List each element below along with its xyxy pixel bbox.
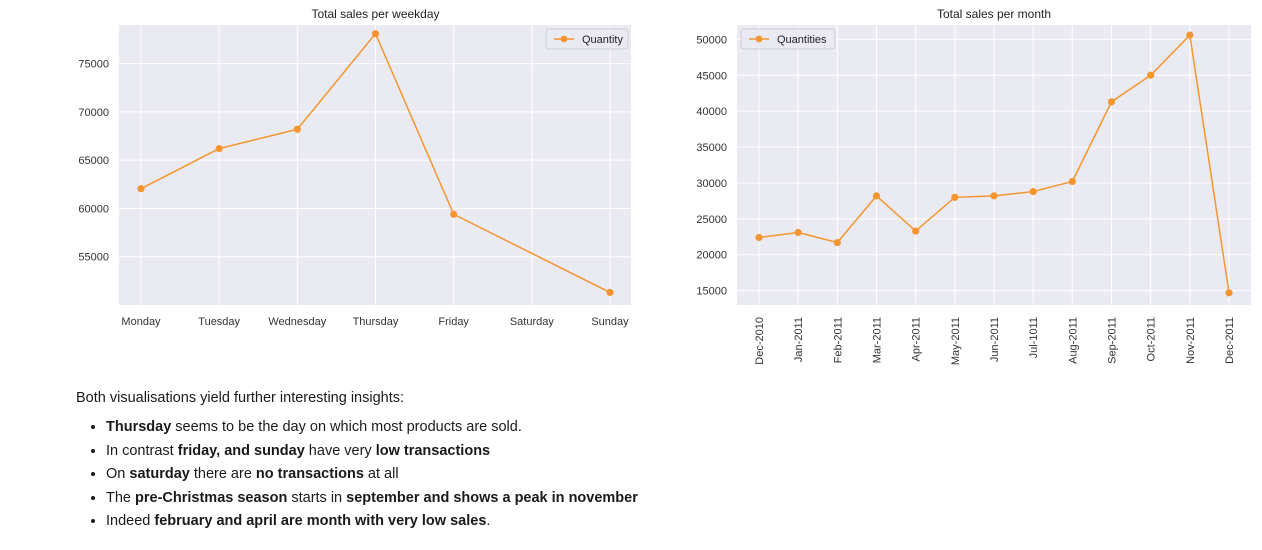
insight-bullet: The pre-Christmas season starts in septe… — [106, 488, 1176, 508]
chart-title: Total sales per weekday — [311, 7, 439, 21]
x-tick-label: Nov-2011 — [1185, 317, 1197, 364]
y-tick-label: 45000 — [696, 70, 727, 82]
y-tick-label: 70000 — [78, 107, 109, 119]
x-tick-label: Oct-2011 — [1146, 317, 1158, 361]
legend: Quantity — [545, 28, 629, 50]
insight-bullet: In contrast friday, and sunday have very… — [106, 441, 1176, 461]
text-run: In contrast — [106, 442, 178, 459]
y-tick-label: 40000 — [696, 106, 727, 118]
data-point — [137, 185, 145, 193]
legend-label: Quantities — [777, 34, 827, 46]
data-point — [990, 192, 998, 200]
insight-bullet: Indeed february and april are month with… — [106, 511, 1176, 531]
text-run: . — [486, 513, 491, 530]
legend-marker — [560, 35, 568, 43]
x-tick-label: Mar-2011 — [872, 317, 884, 363]
insights-text: Both visualisations yield further intere… — [76, 388, 1176, 535]
y-tick-label: 75000 — [78, 59, 109, 71]
text-run: seems to be the day on which most produc… — [171, 419, 522, 435]
data-point — [1029, 187, 1037, 196]
y-tick-label: 30000 — [696, 178, 727, 190]
x-tick-label: Saturday — [510, 316, 555, 328]
text-run: there are — [189, 466, 256, 483]
x-tick-label: Jun-2011 — [989, 317, 1001, 362]
x-tick-label: Sep-2011 — [1107, 317, 1119, 364]
text-run: starts in — [287, 489, 347, 506]
insight-bullet: On saturday there are no transactions at… — [106, 464, 1176, 484]
text-run: have very — [304, 442, 376, 459]
bold-text: saturday — [129, 466, 190, 483]
legend-label: Quantity — [582, 34, 623, 46]
x-tick-label: Dec-2010 — [754, 317, 766, 365]
y-tick-label: 50000 — [696, 34, 727, 46]
bold-text: pre-Christmas season — [135, 489, 288, 506]
series-line — [140, 32, 611, 294]
x-tick-label: Apr-2011 — [911, 317, 923, 361]
data-point — [1147, 71, 1155, 79]
y-tick-label: 60000 — [78, 203, 109, 215]
data-point — [755, 233, 763, 242]
x-tick-label: Feb-2011 — [832, 317, 844, 363]
y-tick-label: 35000 — [696, 142, 727, 154]
x-tick-label: May-2011 — [950, 317, 962, 365]
text-run: On — [106, 466, 130, 483]
text-run: The — [106, 489, 136, 506]
insights-intro: Both visualisations yield further intere… — [76, 390, 405, 406]
legend: Quantities — [740, 28, 836, 50]
data-point — [215, 144, 223, 153]
y-tick-label: 65000 — [78, 155, 109, 167]
weekday-sales-chart: 55000 60000 65000 70000 75000 Monday Tuesday We… — [78, 7, 631, 328]
bold-text: Thursday — [106, 419, 172, 435]
data-point — [872, 192, 881, 200]
monthly-sales-chart: 15000 20000 25000 30000 35000 40000 45000 50000… — [696, 7, 1251, 365]
bold-text: no transactions — [255, 466, 364, 483]
data-point — [1225, 289, 1233, 297]
y-tick-label: 25000 — [696, 214, 727, 226]
data-point — [833, 238, 841, 247]
bold-text: september and shows a peak in november — [346, 489, 638, 506]
y-tick-label: 15000 — [696, 286, 727, 298]
y-tick-label: 20000 — [696, 250, 727, 262]
x-tick-label: Sunday — [591, 316, 629, 328]
x-tick-label: Wednesday — [268, 316, 326, 328]
insights-list: Thursday seems to be the day on which mo… — [76, 417, 1176, 531]
insight-bullet: Thursday seems to be the day on which mo… — [106, 417, 1176, 437]
x-tick-label: Dec-2011 — [1224, 317, 1236, 364]
x-tick-label: Tuesday — [198, 316, 240, 328]
data-point — [794, 228, 802, 237]
x-tick-label: Thursday — [353, 316, 399, 328]
chart-title: Total sales per month — [937, 7, 1051, 21]
text-run: at all — [363, 466, 399, 483]
x-tick-label: Friday — [438, 316, 469, 328]
bold-text: friday, and sunday — [177, 442, 305, 459]
legend-box — [740, 28, 836, 50]
data-point — [951, 193, 959, 201]
data-point — [1107, 98, 1116, 106]
bold-text: low transactions — [375, 442, 491, 459]
x-tick-label: Monday — [121, 316, 161, 328]
legend-marker — [755, 35, 763, 43]
x-tick-label: Jan-2011 — [793, 317, 805, 362]
data-point — [450, 210, 458, 218]
y-tick-label: 55000 — [78, 252, 109, 264]
x-tick-label: Aug-2011 — [1067, 317, 1079, 364]
x-tick-label: Jul-1011 — [1028, 317, 1040, 358]
text-run: Indeed — [106, 513, 155, 530]
data-point — [606, 288, 614, 297]
data-point — [1186, 31, 1194, 39]
data-point — [912, 227, 920, 235]
data-point — [293, 125, 301, 133]
data-point — [1068, 177, 1076, 186]
legend-box — [545, 28, 629, 50]
data-point — [371, 30, 380, 38]
bold-text: february and april are month with very l… — [154, 513, 487, 530]
